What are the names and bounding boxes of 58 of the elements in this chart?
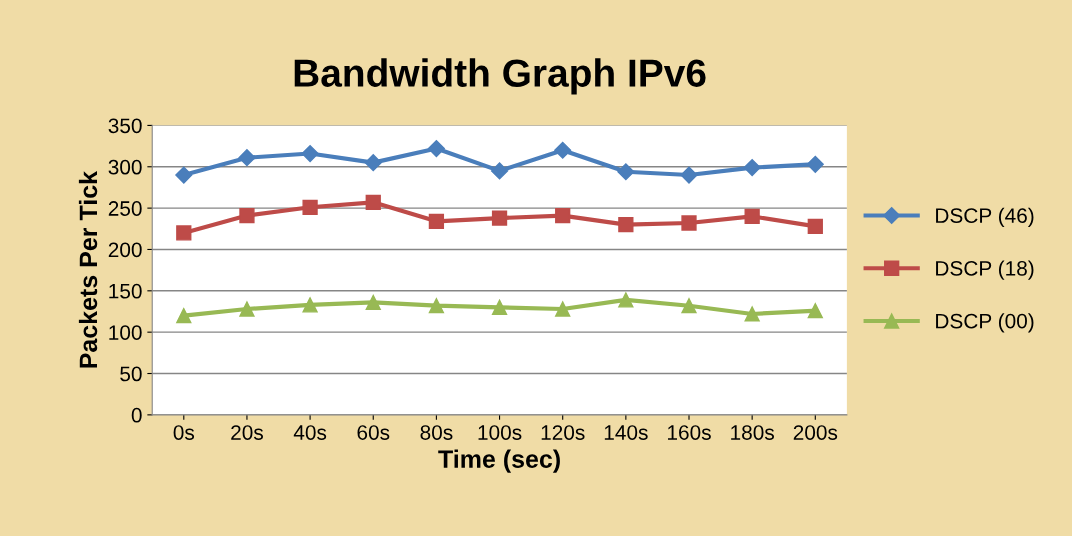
point bbox=[807, 218, 823, 234]
point bbox=[365, 194, 381, 210]
point bbox=[744, 208, 760, 225]
x-tick-label: 120s bbox=[541, 425, 585, 440]
point bbox=[364, 154, 382, 172]
y-tick-label: 150 bbox=[109, 283, 142, 299]
chart-title: Bandwidth Graph IPv6 bbox=[294, 58, 706, 95]
point bbox=[618, 217, 634, 233]
point bbox=[554, 141, 572, 159]
point bbox=[680, 166, 698, 184]
point bbox=[806, 155, 824, 173]
legend-label: DSCP (00) bbox=[936, 313, 1034, 333]
point bbox=[618, 292, 634, 308]
legend-label: DSCP (46) bbox=[936, 207, 1034, 228]
x-tick-label: 160s bbox=[668, 425, 711, 440]
point bbox=[491, 210, 508, 226]
x-tick-label: 40s bbox=[293, 425, 327, 440]
point bbox=[490, 162, 509, 180]
y-tick-label: 200 bbox=[108, 242, 142, 258]
point bbox=[743, 159, 761, 177]
y-axis-title: Packets Per Tick bbox=[78, 170, 98, 368]
y-tick-label: 0 bbox=[131, 407, 142, 423]
point bbox=[428, 213, 445, 229]
x-tick-label: 80s bbox=[420, 425, 453, 440]
x-tick-label: 20s bbox=[231, 425, 263, 440]
point bbox=[302, 199, 318, 215]
point bbox=[428, 298, 445, 314]
x-axis-title: Time (sec) bbox=[438, 449, 560, 473]
point bbox=[681, 215, 697, 231]
point bbox=[365, 294, 381, 311]
x-tick-label: 140s bbox=[604, 425, 648, 440]
point bbox=[744, 306, 760, 322]
point bbox=[427, 140, 445, 158]
y-tick-label: 100 bbox=[109, 325, 142, 340]
point bbox=[681, 298, 697, 314]
point bbox=[239, 207, 255, 224]
point bbox=[238, 149, 256, 167]
point bbox=[807, 303, 823, 319]
y-tick-label: 50 bbox=[120, 366, 142, 382]
x-tick-label: 200s bbox=[793, 425, 838, 440]
point bbox=[555, 207, 571, 224]
point bbox=[301, 144, 319, 163]
x-tick-label: 180s bbox=[731, 425, 774, 440]
y-tick-label: 300 bbox=[108, 159, 142, 175]
point bbox=[175, 166, 193, 184]
point bbox=[302, 297, 318, 313]
point bbox=[176, 307, 192, 324]
legend-label: DSCP (18) bbox=[936, 260, 1034, 280]
y-tick-label: 350 bbox=[108, 118, 142, 134]
point bbox=[176, 225, 192, 241]
x-tick-label: 100s bbox=[478, 425, 522, 440]
point bbox=[491, 299, 508, 315]
point bbox=[239, 301, 255, 317]
x-tick-label: 60s bbox=[357, 425, 390, 440]
point bbox=[555, 301, 571, 317]
point bbox=[617, 163, 635, 181]
y-tick-label: 250 bbox=[108, 201, 142, 216]
x-tick-label: 0s bbox=[173, 425, 195, 440]
